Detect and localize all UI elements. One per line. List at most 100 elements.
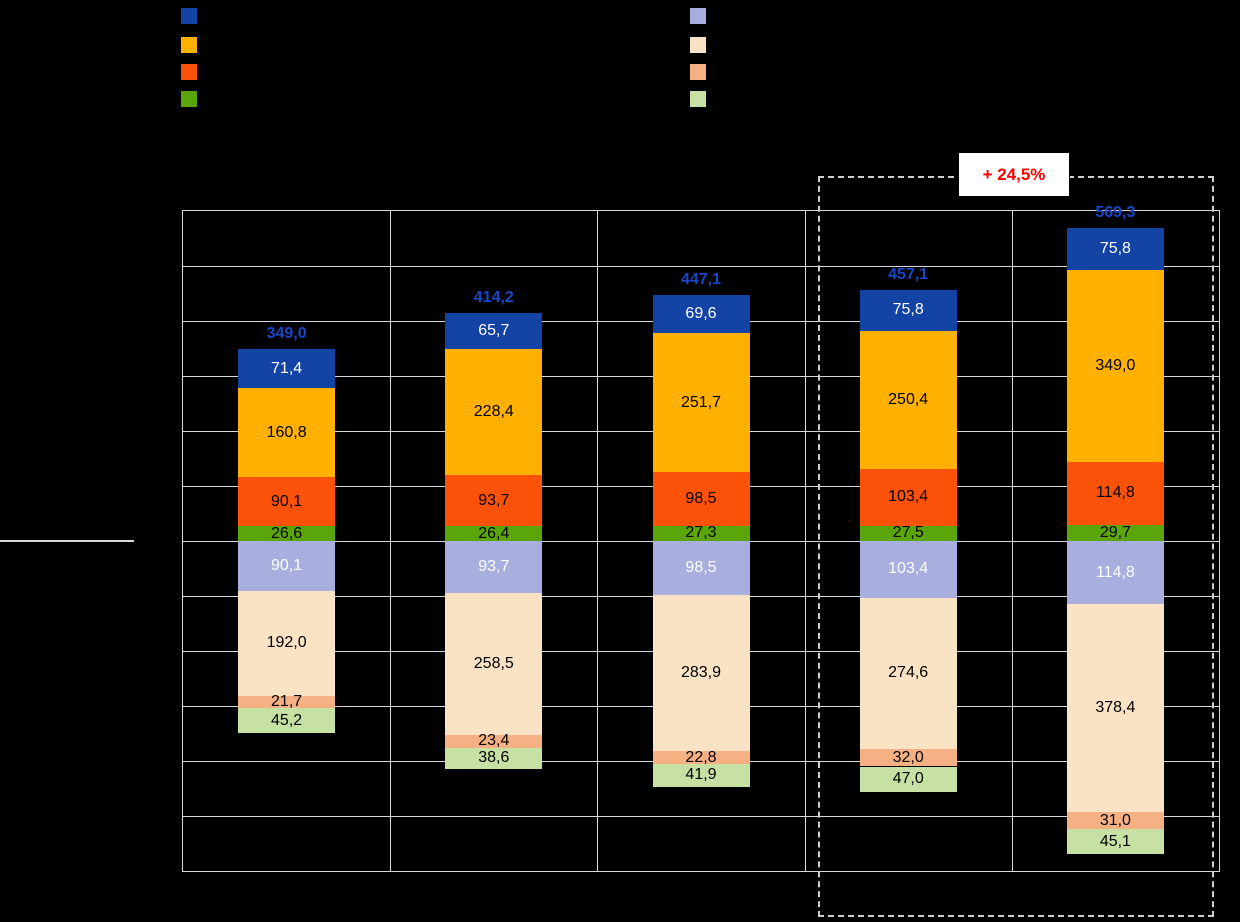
segment-value-label: 114,8	[1095, 563, 1135, 581]
gridline-horizontal	[183, 816, 1219, 817]
bar-segment-salmon: 22,8	[652, 748, 750, 766]
bar-segment-green: 26,6	[238, 524, 336, 542]
bar-segment-lavender: 98,5	[652, 541, 750, 596]
bar-segment-salmon: 21,7	[238, 693, 336, 711]
bar-segment-amber: 349,0	[1066, 269, 1164, 462]
y-axis-title-line	[0, 540, 134, 542]
bar-segment-light-green: 45,2	[238, 708, 336, 733]
bar-total-label: 414,2	[473, 289, 514, 307]
segment-value-label: 349,0	[1095, 356, 1136, 374]
segment-value-label: 31,0	[1099, 811, 1131, 829]
segment-value-label: 45,2	[271, 711, 303, 729]
segment-value-label: 160,8	[266, 423, 307, 441]
bar-segment-lavender: 114,8	[1066, 541, 1164, 605]
legend-swatch-green	[181, 91, 197, 107]
bar-segment-peach: 378,4	[1066, 604, 1164, 813]
bar-segment-light-green: 41,9	[652, 763, 750, 787]
bar-segment-amber: 251,7	[652, 333, 750, 472]
legend-swatch-lavender	[690, 8, 706, 24]
segment-value-label: 251,7	[680, 393, 722, 411]
segment-value-label: 98,5	[685, 489, 717, 507]
segment-value-label: 283,9	[680, 664, 722, 682]
bar-segment-green: 29,7	[1066, 523, 1164, 541]
bar-segment-orange-red: 93,7	[445, 474, 543, 527]
segment-value-label: 228,4	[473, 403, 514, 421]
gridline-vertical	[390, 211, 392, 871]
plot-area: 26,6 90,1 160,8 71,4 349,0 90,1 192,0 21,7 45,2 2…	[182, 204, 1220, 872]
segment-value-label: 26,6	[271, 524, 303, 542]
bar-segment-peach: 274,6	[859, 597, 957, 749]
legend-swatch-salmon	[690, 64, 706, 80]
segment-value-label: 103,4	[888, 488, 929, 506]
gridline-horizontal	[183, 266, 1219, 267]
segment-value-label: 71,4	[271, 359, 303, 377]
bar-total-label: 569,3	[1095, 203, 1136, 221]
bar-total-label: 349,0	[266, 325, 307, 343]
bar-segment-peach: 192,0	[238, 590, 336, 697]
segment-value-label: 75,8	[892, 301, 924, 319]
legend-swatch-orange-red	[181, 64, 197, 80]
segment-value-label: 93,7	[478, 491, 510, 509]
bar-segment-salmon: 32,0	[859, 748, 957, 767]
bar-segment-orange-red: 103,4	[859, 469, 957, 526]
segment-value-label: 21,7	[271, 693, 303, 711]
legend-swatch-amber	[181, 37, 197, 53]
bar-segment-green: 26,4	[445, 524, 543, 542]
segment-value-label: 192,0	[266, 634, 307, 652]
segment-value-label: 41,9	[685, 766, 717, 784]
segment-value-label: 29,7	[1099, 523, 1131, 541]
segment-value-label: 32,0	[892, 748, 924, 766]
bar-segment-light-green: 45,1	[1066, 829, 1164, 855]
segment-value-label: 103,4	[888, 560, 929, 578]
segment-value-label: 274,6	[888, 664, 929, 682]
bar-segment-peach: 283,9	[652, 595, 750, 752]
bar-segment-amber: 160,8	[238, 388, 336, 477]
segment-value-label: 114,8	[1095, 484, 1135, 502]
growth-annotation-box: + 24,5%	[958, 152, 1070, 197]
bar-segment-salmon: 31,0	[1066, 811, 1164, 830]
legend-swatch-light-green	[690, 91, 706, 107]
bar-segment-lavender: 93,7	[445, 541, 543, 593]
bar-segment-light-green: 38,6	[445, 747, 543, 769]
bar-segment-dark-blue: 71,4	[238, 349, 336, 389]
segment-value-label: 27,5	[892, 524, 924, 542]
bar-segment-orange-red: 98,5	[652, 471, 750, 526]
bar-segment-lavender: 103,4	[859, 541, 957, 598]
segment-value-label: 47,0	[892, 770, 924, 788]
bar-segment-light-green: 47,0	[859, 766, 957, 793]
growth-annotation-text: + 24,5%	[982, 164, 1046, 184]
bar-total-label: 457,1	[888, 265, 929, 283]
bar-segment-salmon: 23,4	[445, 732, 543, 750]
bar-total-label: 447,1	[680, 271, 722, 289]
bar-segment-green: 27,5	[859, 524, 957, 542]
bar-segment-amber: 228,4	[445, 349, 543, 475]
bar-segment-dark-blue: 69,6	[652, 295, 750, 334]
gridline-vertical	[804, 211, 806, 871]
bar-segment-dark-blue: 75,8	[1066, 227, 1164, 270]
segment-value-label: 38,6	[478, 749, 510, 767]
legend-swatch-dark-blue	[181, 8, 197, 24]
segment-value-label: 93,7	[478, 557, 510, 575]
segment-value-label: 75,8	[1099, 239, 1131, 257]
legend-swatch-peach	[690, 37, 706, 53]
gridline-vertical	[1011, 211, 1013, 871]
segment-value-label: 45,1	[1099, 832, 1131, 850]
segment-value-label: 27,3	[685, 524, 717, 542]
bar-segment-dark-blue: 65,7	[445, 313, 543, 350]
segment-value-label: 65,7	[478, 322, 510, 340]
segment-value-label: 90,1	[271, 556, 303, 574]
bar-segment-amber: 250,4	[859, 331, 957, 469]
segment-value-label: 378,4	[1095, 699, 1136, 717]
gridline-vertical	[597, 211, 599, 871]
segment-value-label: 26,4	[478, 524, 510, 542]
segment-value-label: 250,4	[888, 391, 929, 409]
segment-value-label: 23,4	[478, 732, 510, 750]
bar-segment-lavender: 90,1	[238, 541, 336, 591]
bar-segment-green: 27,3	[652, 524, 750, 542]
bar-segment-peach: 258,5	[445, 592, 543, 735]
bar-segment-dark-blue: 75,8	[859, 289, 957, 332]
segment-value-label: 90,1	[271, 492, 303, 510]
segment-value-label: 69,6	[685, 305, 717, 323]
segment-value-label: 22,8	[685, 748, 717, 766]
